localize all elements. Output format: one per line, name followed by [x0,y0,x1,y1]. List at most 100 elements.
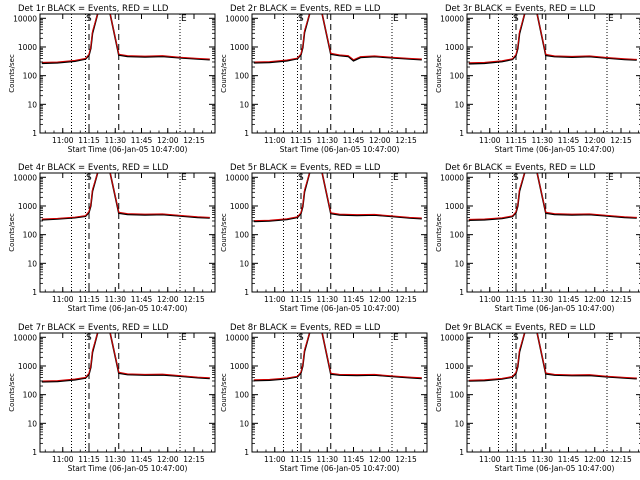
x-tick-label: 11:45 [131,455,153,464]
y-tick-label: 100 [235,391,250,400]
y-tick-label: 10000 [13,333,37,342]
y-axis-label: Counts/sec [435,213,443,252]
x-tick-label: 11:45 [558,295,580,304]
end-marker: E [393,333,399,343]
x-tick-label: 12:15 [183,455,205,464]
y-tick-label: 1 [244,448,249,457]
lld-series-line [41,173,210,220]
y-axis-label: Counts/sec [435,54,443,93]
y-tick-label: 100 [23,72,38,81]
x-tick-label: 12:15 [395,455,417,464]
x-tick-label: 11:45 [343,455,365,464]
panel-det-2r: Det 2r BLACK = Events, RED = LLDSE110100… [220,4,428,154]
plot-frame [39,13,216,134]
x-tick-label: 11:30 [531,295,553,304]
end-marker: E [608,173,614,183]
y-tick-label: 10000 [225,333,249,342]
y-tick-label: 10000 [440,14,464,23]
end-marker: E [608,333,614,343]
x-tick-label: 12:00 [369,295,391,304]
x-tick-label: 12:15 [183,136,205,145]
plot-frame [251,332,428,453]
x-tick-label: 11:30 [104,455,126,464]
y-tick-label: 1 [32,288,37,297]
x-tick-label: 12:15 [395,295,417,304]
events-series-line [41,173,210,221]
y-tick-label: 1 [459,129,464,138]
y-tick-label: 10 [239,100,249,109]
y-tick-label: 1 [244,288,249,297]
y-tick-label: 100 [450,391,465,400]
x-tick-label: 12:15 [610,295,632,304]
y-tick-label: 10000 [440,173,464,182]
x-tick-label: 11:30 [531,136,553,145]
end-marker: E [181,333,187,343]
x-tick-label: 11:45 [343,295,365,304]
events-series-line [41,333,210,383]
panel-title: Det 5r BLACK = Events, RED = LLD [230,163,381,173]
x-tick-label: 12:00 [157,136,179,145]
y-axis-label: Counts/sec [220,54,228,93]
x-tick-label: 11:45 [558,455,580,464]
y-tick-label: 1 [459,288,464,297]
x-tick-label: 11:45 [558,136,580,145]
events-series-line [253,333,422,382]
x-tick-label: 11:45 [131,136,153,145]
y-axis-label: Counts/sec [220,213,228,252]
x-tick-label: 11:15 [290,136,312,145]
x-tick-label: 12:15 [610,136,632,145]
y-tick-label: 1000 [18,43,37,52]
y-tick-label: 100 [23,231,38,240]
x-tick-label: 11:15 [505,136,527,145]
x-axis-label: Start Time (06-Jan-05 10:47:00) [68,304,188,313]
panel-title: Det 9r BLACK = Events, RED = LLD [445,323,596,333]
lld-series-line [468,173,637,220]
y-axis-label: Counts/sec [220,373,228,412]
y-tick-label: 10 [239,259,249,268]
lld-series-line [253,333,422,381]
x-tick-label: 12:15 [395,136,417,145]
x-axis-label: Start Time (06-Jan-05 10:47:00) [68,464,188,473]
panel-title: Det 6r BLACK = Events, RED = LLD [445,163,596,173]
x-tick-label: 12:00 [369,136,391,145]
y-tick-label: 1000 [445,43,464,52]
end-marker: E [181,173,187,183]
y-tick-label: 10000 [225,14,249,23]
panel-title: Det 8r BLACK = Events, RED = LLD [230,323,381,333]
x-tick-label: 11:00 [479,455,501,464]
x-tick-label: 11:00 [52,455,74,464]
events-series-line [41,14,210,65]
y-tick-label: 10000 [225,173,249,182]
events-series-line [468,173,637,221]
y-axis-label: Counts/sec [8,54,16,93]
x-tick-label: 11:30 [104,295,126,304]
y-tick-label: 1000 [230,43,249,52]
y-tick-label: 1000 [230,202,249,211]
panel-det-5r: Det 5r BLACK = Events, RED = LLDSE110100… [220,163,428,313]
end-marker: E [393,14,399,24]
x-tick-label: 12:00 [157,295,179,304]
plot-frame [466,172,640,293]
panel-det-6r: Det 6r BLACK = Events, RED = LLDSE110100… [435,163,640,313]
x-tick-label: 11:00 [264,455,286,464]
x-tick-label: 12:00 [584,136,606,145]
x-tick-label: 11:30 [531,455,553,464]
x-tick-label: 11:45 [131,295,153,304]
y-axis-label: Counts/sec [8,373,16,412]
x-tick-label: 11:15 [505,455,527,464]
lld-series-line [468,333,637,381]
x-tick-label: 12:00 [369,455,391,464]
x-tick-label: 12:00 [157,455,179,464]
y-tick-label: 1 [32,448,37,457]
x-tick-label: 12:15 [610,455,632,464]
y-tick-label: 100 [450,231,465,240]
plot-frame [39,172,216,293]
y-tick-label: 100 [235,72,250,81]
x-tick-label: 11:30 [104,136,126,145]
y-tick-label: 10 [454,419,464,428]
y-tick-label: 1000 [18,362,37,371]
x-tick-label: 11:15 [78,455,100,464]
x-axis-label: Start Time (06-Jan-05 10:47:00) [495,304,615,313]
x-tick-label: 11:00 [52,295,74,304]
